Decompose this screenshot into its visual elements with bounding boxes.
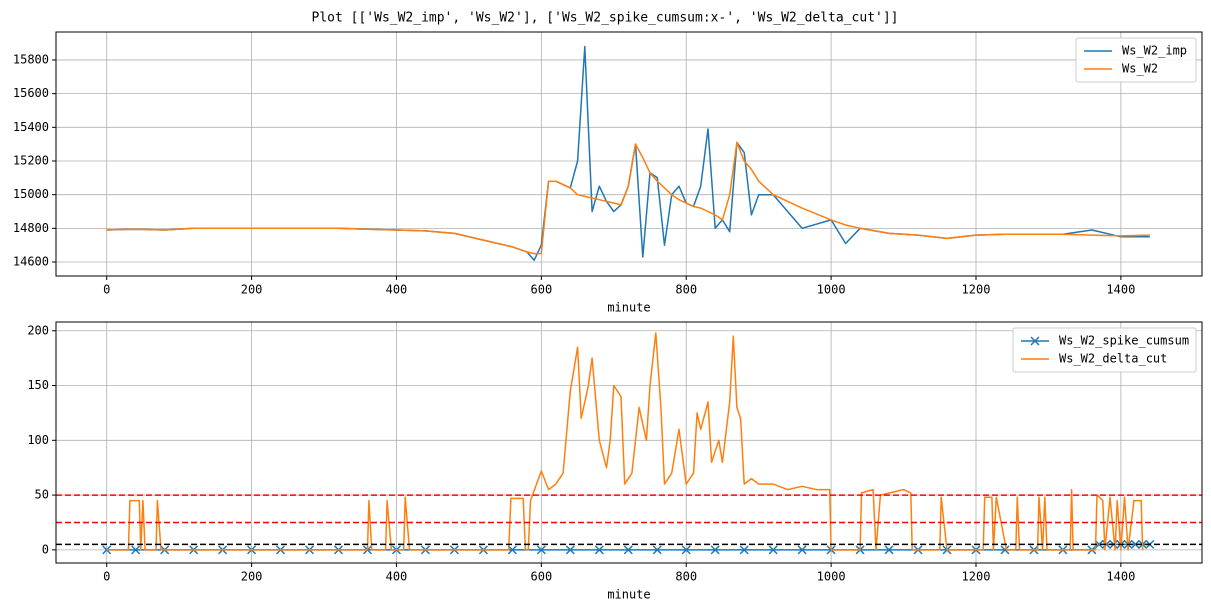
legend-label: Ws_W2_delta_cut <box>1059 352 1167 366</box>
y-tick-label: 50 <box>35 488 49 502</box>
marker <box>797 545 807 555</box>
marker <box>536 545 546 555</box>
figure-title: Plot [['Ws_W2_imp', 'Ws_W2'], ['Ws_W2_sp… <box>312 11 899 26</box>
marker <box>623 545 633 555</box>
marker <box>1130 539 1140 549</box>
x-tick-label: 1000 <box>817 570 846 584</box>
y-tick-label: 15400 <box>13 120 49 134</box>
marker <box>884 545 894 555</box>
marker <box>131 545 141 555</box>
y-tick-label: 15000 <box>13 187 49 201</box>
x-tick-label: 800 <box>675 283 697 297</box>
y-tick-label: 15600 <box>13 86 49 100</box>
y-tick-label: 200 <box>27 323 49 337</box>
x-axis-label: minute <box>607 588 650 602</box>
y-tick-label: 15200 <box>13 153 49 167</box>
legend-label: Ws_W2 <box>1122 62 1158 76</box>
marker <box>652 545 662 555</box>
marker <box>739 545 749 555</box>
legend-box <box>1012 327 1197 373</box>
x-axis-label: minute <box>607 301 650 315</box>
x-tick-label: 200 <box>241 283 263 297</box>
legend-marker <box>1030 336 1040 346</box>
y-tick-label: 100 <box>27 433 49 447</box>
y-tick-label: 15800 <box>13 52 49 66</box>
y-tick-label: 150 <box>27 378 49 392</box>
series-line <box>106 141 1150 255</box>
x-tick-label: 400 <box>386 283 408 297</box>
axes-frame <box>55 321 1203 564</box>
marker <box>768 545 778 555</box>
x-tick-label: 0 <box>103 283 110 297</box>
x-tick-label: 0 <box>103 570 110 584</box>
marker <box>507 545 517 555</box>
x-tick-label: 1200 <box>962 570 991 584</box>
x-tick-label: 1200 <box>962 283 991 297</box>
legend-box <box>1075 37 1197 83</box>
plot-area <box>56 332 1202 555</box>
x-tick-label: 1000 <box>817 283 846 297</box>
x-tick-label: 1400 <box>1106 570 1135 584</box>
y-tick-label: 14600 <box>13 255 49 269</box>
marker <box>594 545 604 555</box>
marker <box>710 545 720 555</box>
x-tick-label: 600 <box>531 283 553 297</box>
y-tick-label: 0 <box>42 542 49 556</box>
marker <box>681 545 691 555</box>
marker <box>1000 545 1010 555</box>
legend-label: Ws_W2_imp <box>1122 44 1187 58</box>
x-tick-label: 800 <box>675 570 697 584</box>
series-line <box>106 332 1144 551</box>
x-tick-label: 600 <box>531 570 553 584</box>
x-tick-label: 1400 <box>1106 283 1135 297</box>
y-tick-label: 14800 <box>13 221 49 235</box>
legend-label: Ws_W2_spike_cumsum <box>1059 334 1189 348</box>
x-tick-label: 200 <box>241 570 263 584</box>
axes-frame <box>55 31 1203 277</box>
marker <box>1101 539 1111 549</box>
marker <box>565 545 575 555</box>
x-tick-label: 400 <box>386 570 408 584</box>
plot-area <box>106 45 1150 262</box>
